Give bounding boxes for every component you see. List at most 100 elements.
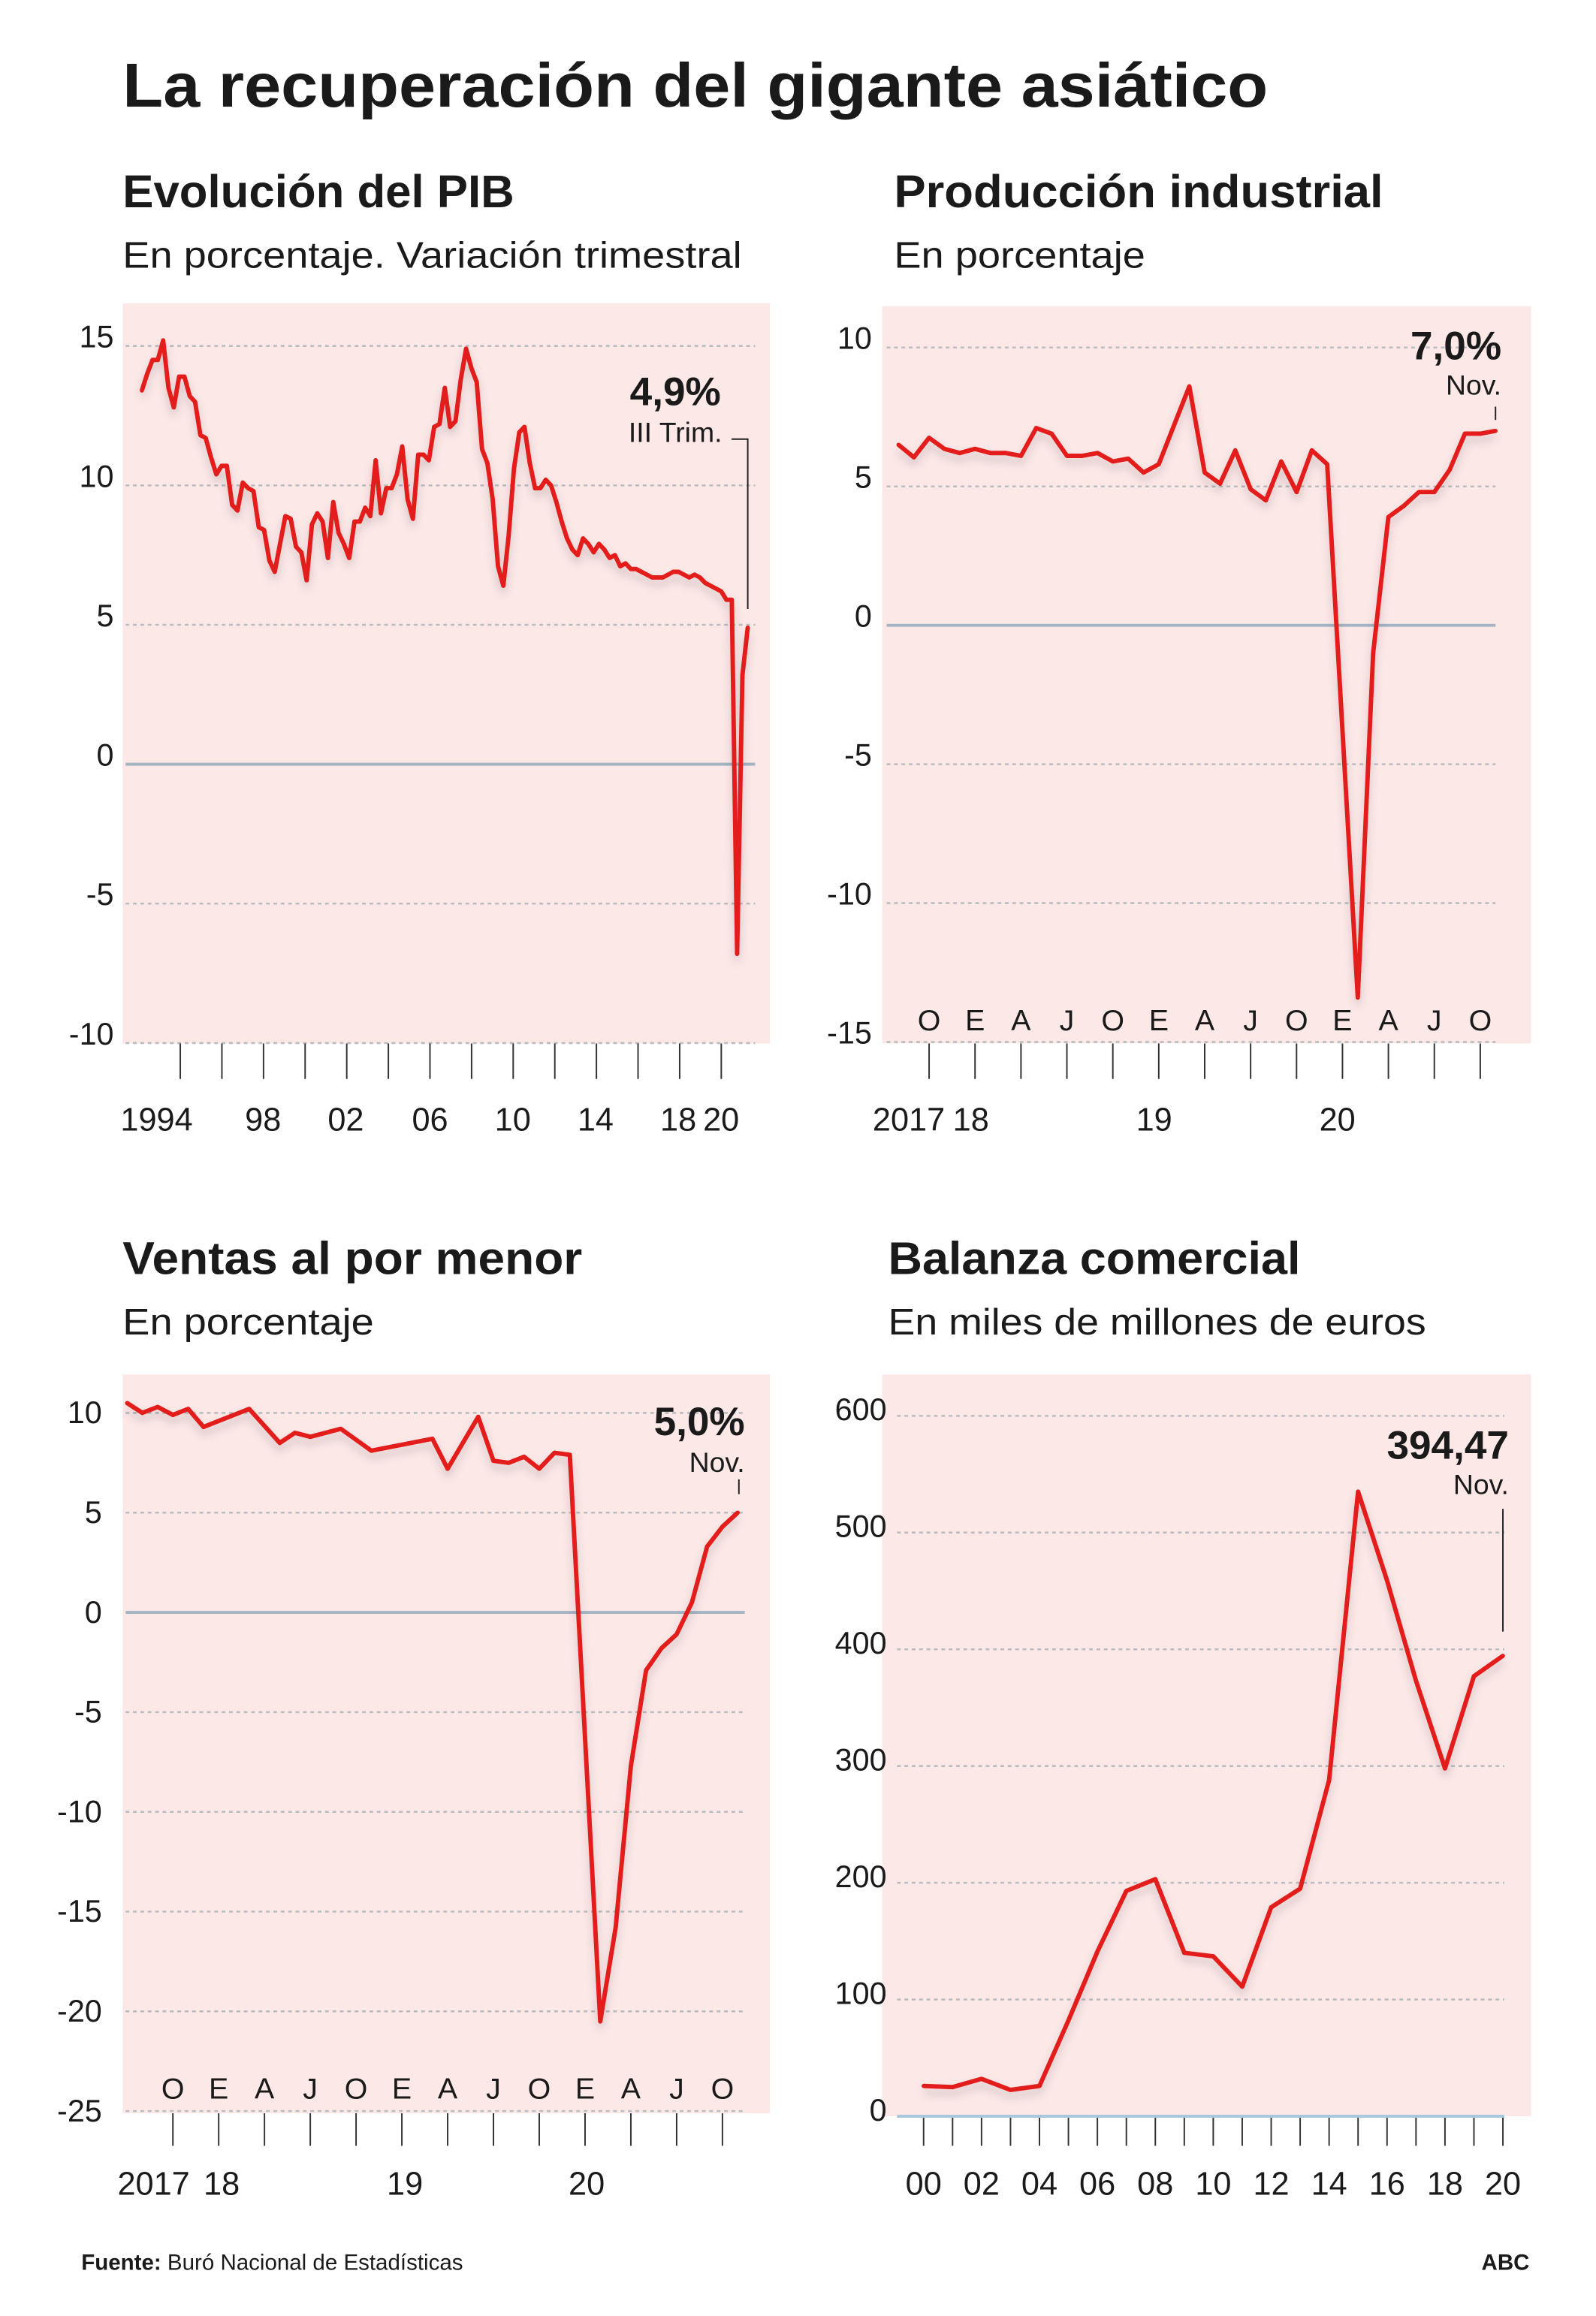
year-label: 2017 — [873, 1102, 945, 1138]
data-point — [674, 1632, 679, 1636]
data-point — [1182, 1950, 1187, 1956]
data-point — [613, 1925, 618, 1930]
data-point — [1493, 428, 1498, 433]
data-point — [432, 424, 436, 430]
data-point — [708, 584, 713, 588]
data-point — [384, 486, 389, 490]
data-point — [1217, 481, 1223, 486]
data-point — [347, 556, 351, 560]
month-label: A — [1195, 1004, 1215, 1037]
month-label: J — [1243, 1004, 1258, 1037]
data-point — [1037, 2083, 1042, 2088]
x-tick-label: 06 — [1079, 2166, 1115, 2202]
data-point — [150, 357, 155, 363]
data-point — [1279, 459, 1284, 464]
data-point — [1462, 431, 1468, 436]
source-label: Fuente: — [81, 2251, 161, 2275]
data-point — [565, 536, 569, 541]
data-point — [681, 572, 686, 577]
data-point — [719, 589, 723, 594]
data-point — [1003, 451, 1008, 456]
data-point — [442, 385, 447, 391]
data-point — [639, 569, 644, 574]
data-point — [1471, 1674, 1477, 1678]
chart-pib: Evolución del PIB En porcentaje. Variaci… — [69, 166, 771, 1138]
chart-subtitle: En miles de millones de euros — [889, 1301, 1426, 1343]
data-point — [1033, 426, 1039, 430]
data-point — [1095, 451, 1100, 456]
month-label: A — [1011, 1004, 1031, 1037]
data-point — [155, 1404, 160, 1410]
chart-produccion-industrial: Producción industrial En porcentaje 10 5 0… — [827, 166, 1531, 1138]
data-point — [1371, 650, 1376, 656]
month-label: E — [1332, 1004, 1352, 1037]
data-point — [204, 436, 208, 440]
data-point — [921, 2083, 926, 2088]
data-point — [379, 511, 383, 516]
month-label: A — [1378, 1004, 1398, 1037]
data-point — [320, 519, 325, 524]
data-point — [1432, 490, 1437, 494]
data-point — [140, 388, 144, 393]
data-point — [591, 550, 596, 555]
y-tick-label: -15 — [827, 1016, 872, 1051]
data-point — [336, 530, 341, 535]
data-point — [1269, 1905, 1274, 1910]
data-point — [1416, 490, 1422, 494]
data-point — [209, 455, 213, 460]
data-point — [629, 1763, 633, 1769]
y-tick-label: 400 — [835, 1626, 887, 1660]
annotation-label: III Trim. — [629, 417, 723, 448]
data-point — [448, 424, 453, 430]
source-text: Buró Nacional de Estadísticas — [167, 2251, 463, 2275]
y-tick-label: 600 — [835, 1392, 887, 1427]
data-point — [644, 572, 649, 577]
data-point — [1386, 514, 1391, 520]
month-label: E — [1149, 1004, 1169, 1037]
data-point — [1326, 1778, 1332, 1783]
y-tick-label: 10 — [80, 459, 114, 493]
data-point — [214, 472, 219, 477]
data-point — [256, 525, 261, 529]
data-point — [586, 541, 591, 547]
data-point — [724, 597, 729, 602]
data-point — [607, 556, 612, 560]
data-point — [704, 1544, 710, 1549]
data-point — [330, 499, 336, 505]
year-label: 18 — [204, 2166, 240, 2202]
data-point — [552, 1450, 557, 1455]
data-point — [342, 541, 346, 547]
data-point — [170, 1413, 175, 1417]
data-point — [650, 575, 655, 580]
y-tick-label: 0 — [85, 1595, 102, 1630]
y-tick-label: 0 — [855, 599, 872, 634]
year-label: 18 — [953, 1102, 989, 1138]
data-point — [192, 400, 198, 404]
data-point — [740, 673, 745, 677]
data-point — [463, 346, 469, 351]
data-point — [1232, 448, 1238, 453]
data-point — [161, 338, 165, 343]
month-label: O — [1285, 1004, 1308, 1037]
data-point — [686, 575, 692, 580]
year-label: 19 — [387, 2166, 423, 2202]
data-point — [496, 564, 500, 568]
data-point — [912, 455, 916, 460]
data-point — [325, 556, 330, 560]
month-label: A — [438, 2072, 458, 2105]
plot-area — [882, 306, 1531, 1044]
data-point — [369, 1449, 374, 1453]
data-point — [294, 544, 298, 549]
chart-balanza-comercial: Balanza comercial En miles de millones d… — [835, 1232, 1531, 2202]
data-point — [714, 586, 718, 591]
chart-subtitle: En porcentaje — [122, 1301, 373, 1343]
chart-ventas-menor: Ventas al por menor En porcentaje 10 5 0 -5… — [57, 1232, 771, 2202]
annotation-label: Nov. — [1446, 369, 1501, 401]
data-point — [581, 536, 585, 541]
data-point — [315, 511, 320, 516]
data-point — [618, 564, 623, 568]
data-point — [261, 528, 267, 532]
data-point — [491, 1458, 496, 1463]
data-point — [527, 460, 533, 466]
